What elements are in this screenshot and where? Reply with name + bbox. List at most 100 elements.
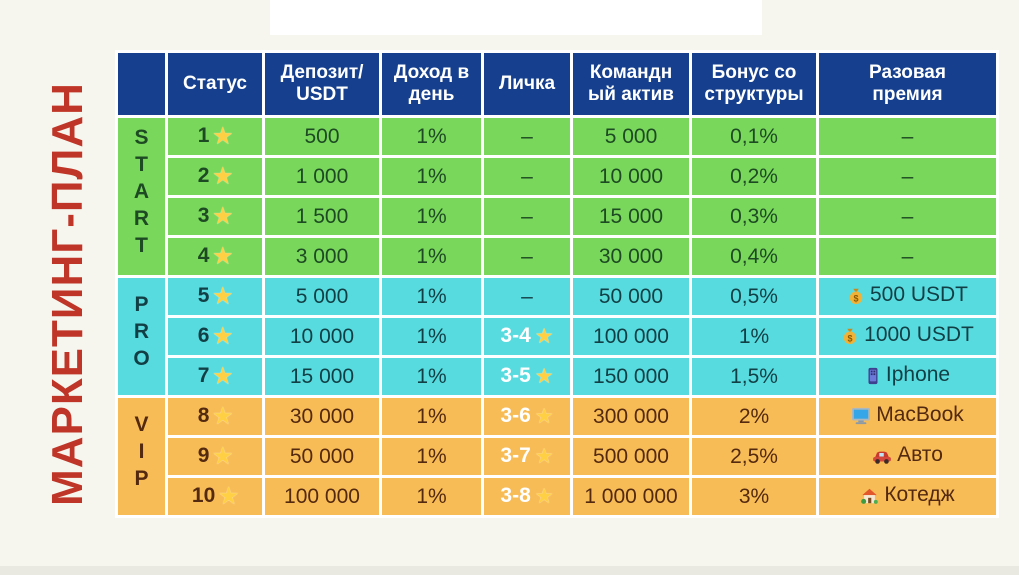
cell-status: 1 ★ bbox=[165, 115, 265, 158]
cell-status: 6 ★ bbox=[165, 315, 265, 358]
table-row: 10 ★ 100 000 1% 3-8 ★ 1 000 000 3% Котедж bbox=[117, 475, 999, 518]
cell-structure-bonus: 0,1% bbox=[689, 115, 819, 158]
cell-status: 3 ★ bbox=[165, 195, 265, 238]
cell-structure-bonus: 3% bbox=[689, 475, 819, 518]
cell-team-asset: 15 000 bbox=[570, 195, 692, 238]
star-icon: ★ bbox=[213, 245, 233, 268]
cell-prize: MacBook bbox=[816, 395, 999, 438]
cell-daily-income: 1% bbox=[379, 355, 484, 398]
bottom-background-strip bbox=[0, 566, 1019, 575]
cell-structure-bonus: 1% bbox=[689, 315, 819, 358]
star-icon: ★ bbox=[213, 445, 233, 468]
cell-lichka: – bbox=[481, 235, 573, 278]
cell-status: 4 ★ bbox=[165, 235, 265, 278]
cell-structure-bonus: 2,5% bbox=[689, 435, 819, 478]
cell-status: 7 ★ bbox=[165, 355, 265, 398]
star-icon: ★ bbox=[213, 405, 233, 428]
group-label-start: START bbox=[115, 115, 168, 278]
table-row: VIP 8 ★ 30 000 1% 3-6 ★ 300 000 2% MacBook bbox=[115, 395, 999, 518]
table-row: 2 ★ 1 000 1% – 10 000 0,2% – bbox=[117, 155, 999, 198]
star-icon: ★ bbox=[534, 365, 554, 388]
cell-deposit: 500 bbox=[262, 115, 382, 158]
star-icon: ★ bbox=[213, 325, 233, 348]
cell-prize: – bbox=[816, 115, 999, 158]
cell-status: 10 ★ bbox=[165, 475, 265, 518]
header-daily-income: Доход в день bbox=[379, 50, 484, 118]
cell-deposit: 5 000 bbox=[262, 275, 382, 318]
cell-daily-income: 1% bbox=[379, 475, 484, 518]
svg-text:$: $ bbox=[848, 333, 853, 343]
cell-daily-income: 1% bbox=[379, 275, 484, 318]
star-icon: ★ bbox=[534, 445, 554, 468]
cell-team-asset: 30 000 bbox=[570, 235, 692, 278]
cell-status: 9 ★ bbox=[165, 435, 265, 478]
cell-lichka: 3-6 ★ bbox=[481, 395, 573, 438]
cell-deposit: 10 000 bbox=[262, 315, 382, 358]
cell-structure-bonus: 2% bbox=[689, 395, 819, 438]
table-row: START 1 ★ 500 1% – 5 000 0,1% – bbox=[115, 115, 999, 278]
cell-structure-bonus: 0,3% bbox=[689, 195, 819, 238]
cell-deposit: 100 000 bbox=[262, 475, 382, 518]
cell-team-asset: 50 000 bbox=[570, 275, 692, 318]
table-row: 3 ★ 1 500 1% – 15 000 0,3% – bbox=[117, 195, 999, 238]
star-icon: ★ bbox=[213, 125, 233, 148]
cell-lichka: – bbox=[481, 115, 573, 158]
table-row: 6 ★ 10 000 1% 3-4 ★ 100 000 1% $1000 USDT bbox=[117, 315, 999, 358]
cell-deposit: 30 000 bbox=[262, 395, 382, 438]
cell-prize: Iphone bbox=[816, 355, 999, 398]
cell-prize: – bbox=[816, 235, 999, 278]
cell-prize: Котедж bbox=[816, 475, 999, 518]
star-icon: ★ bbox=[534, 325, 554, 348]
cell-deposit: 50 000 bbox=[262, 435, 382, 478]
cell-team-asset: 10 000 bbox=[570, 155, 692, 198]
cell-structure-bonus: 0,4% bbox=[689, 235, 819, 278]
cell-daily-income: 1% bbox=[379, 195, 484, 238]
cell-deposit: 3 000 bbox=[262, 235, 382, 278]
star-icon: ★ bbox=[534, 485, 554, 508]
cell-status: 5 ★ bbox=[165, 275, 265, 318]
cell-daily-income: 1% bbox=[379, 315, 484, 358]
top-background-band bbox=[270, 0, 762, 35]
cell-status: 8 ★ bbox=[165, 395, 265, 438]
star-icon: ★ bbox=[213, 365, 233, 388]
header-row: Статус Депозит/ USDT Доход в день Личка … bbox=[115, 50, 999, 118]
cell-structure-bonus: 1,5% bbox=[689, 355, 819, 398]
star-icon: ★ bbox=[213, 165, 233, 188]
header-one-time-prize: Разовая премия bbox=[816, 50, 999, 118]
table-row: 9 ★ 50 000 1% 3-7 ★ 500 000 2,5% Авто bbox=[117, 435, 999, 478]
table-row: 4 ★ 3 000 1% – 30 000 0,4% – bbox=[117, 235, 999, 278]
cell-team-asset: 5 000 bbox=[570, 115, 692, 158]
header-team-asset: Командн ый актив bbox=[570, 50, 692, 118]
cell-team-asset: 150 000 bbox=[570, 355, 692, 398]
star-icon: ★ bbox=[213, 205, 233, 228]
cell-team-asset: 500 000 bbox=[570, 435, 692, 478]
monitor-icon bbox=[851, 407, 871, 431]
cell-lichka: – bbox=[481, 195, 573, 238]
cell-prize: $1000 USDT bbox=[816, 315, 999, 358]
group-label-pro: PRO bbox=[115, 275, 168, 398]
header-corner bbox=[115, 50, 168, 118]
house-icon bbox=[860, 487, 879, 511]
cell-lichka: – bbox=[481, 155, 573, 198]
smartphone-icon bbox=[865, 367, 881, 391]
marketing-plan-table: Статус Депозит/ USDT Доход в день Личка … bbox=[115, 50, 999, 518]
cell-daily-income: 1% bbox=[379, 435, 484, 478]
cell-lichka: 3-5 ★ bbox=[481, 355, 573, 398]
cell-team-asset: 300 000 bbox=[570, 395, 692, 438]
page-title: МАРКЕТИНГ-ПЛАН bbox=[43, 82, 92, 506]
table-row: PRO 5 ★ 5 000 1% – 50 000 0,5% $500 USDT bbox=[115, 275, 999, 398]
star-icon: ★ bbox=[219, 485, 239, 508]
cell-daily-income: 1% bbox=[379, 235, 484, 278]
cell-daily-income: 1% bbox=[379, 395, 484, 438]
car-icon bbox=[872, 447, 892, 471]
cell-lichka: 3-4 ★ bbox=[481, 315, 573, 358]
cell-prize: – bbox=[816, 195, 999, 238]
cell-deposit: 1 500 bbox=[262, 195, 382, 238]
money-bag-icon: $ bbox=[841, 327, 859, 351]
cell-structure-bonus: 0,5% bbox=[689, 275, 819, 318]
star-icon: ★ bbox=[213, 285, 233, 308]
cell-team-asset: 100 000 bbox=[570, 315, 692, 358]
cell-prize: – bbox=[816, 155, 999, 198]
cell-structure-bonus: 0,2% bbox=[689, 155, 819, 198]
